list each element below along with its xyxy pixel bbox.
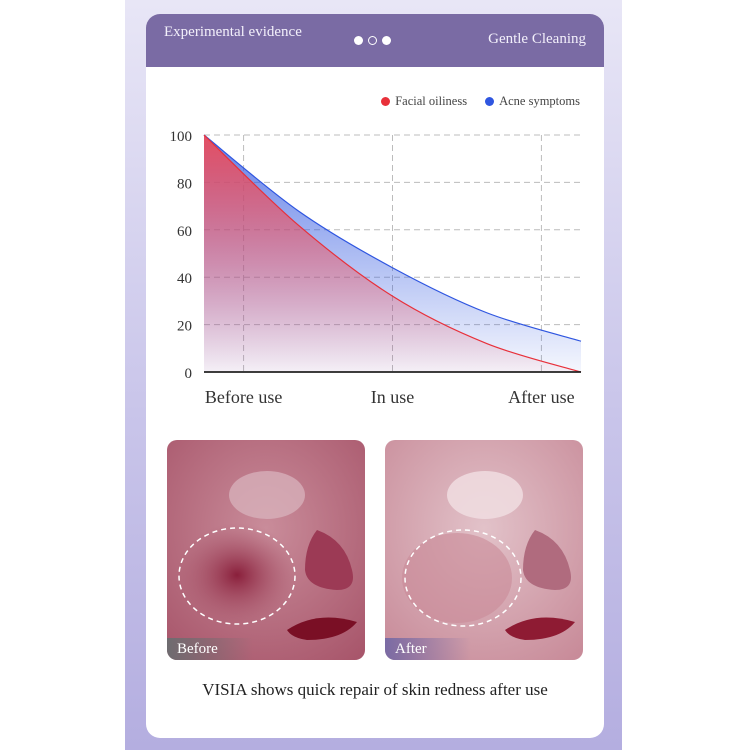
after-label: After [385,638,471,660]
series-area-facial-oiliness [204,135,581,372]
header-left-title: Experimental evidence [164,24,302,40]
y-tick-label: 80 [177,176,192,192]
legend-swatch-blue [485,97,495,106]
caption-text: VISIA shows quick repair of skin redness… [202,680,548,699]
before-label: Before [167,638,253,660]
pager-dot-1[interactable] [354,36,363,45]
x-tick-label: Before use [205,387,282,407]
x-tick-label: In use [371,387,415,407]
chart-legend: Facial oiliness Acne symptoms [381,94,580,109]
y-tick-label: 0 [185,366,193,382]
y-tick-label: 60 [177,224,192,240]
y-tick-label: 20 [177,319,192,335]
y-tick-label: 100 [170,129,193,145]
pager-dot-2[interactable] [368,36,377,45]
series-line-facial-oiliness [203,134,582,373]
series-line-acne-symptoms [203,134,582,342]
legend-swatch-red [381,97,391,106]
x-tick-label: After use [508,387,574,407]
area-chart: 0 20 40 60 80 100 Before use In use After use [170,129,582,407]
legend-label-facial-oiliness: Facial oiliness [395,94,468,108]
after-face-image [385,440,583,660]
pager-dots[interactable] [354,36,391,46]
pager-dot-3[interactable] [382,36,391,45]
legend-label-acne-symptoms: Acne symptoms [499,94,580,108]
header-right-title: Gentle Cleaning [488,31,586,47]
legend-item-facial-oiliness: Facial oiliness [381,94,467,109]
before-face-image [167,440,365,660]
legend-item-acne-symptoms: Acne symptoms [485,94,580,109]
content-card: Experimental evidence Gentle Cleaning Fa… [146,14,604,738]
before-photo: Before [167,440,365,660]
y-tick-label: 40 [177,271,192,287]
after-photo: After [385,440,583,660]
header-bar: Experimental evidence Gentle Cleaning [146,14,604,67]
